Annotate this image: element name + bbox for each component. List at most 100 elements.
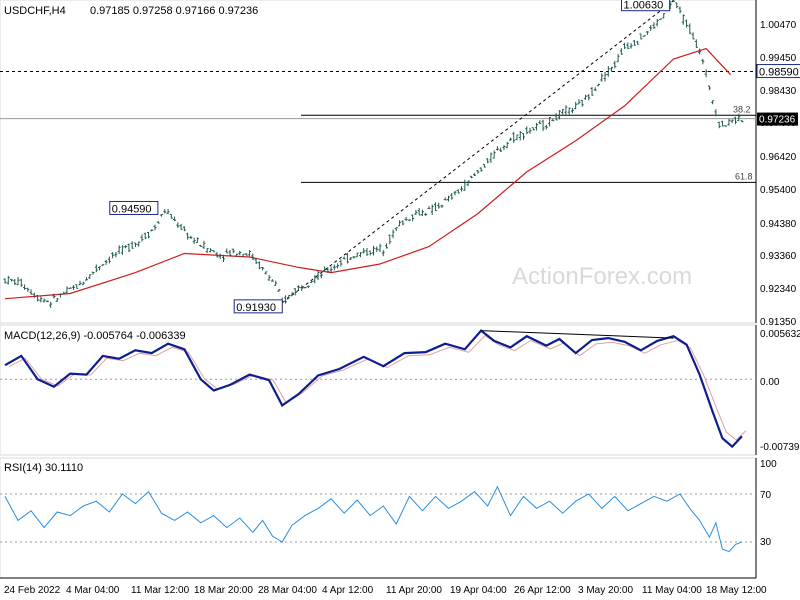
candle	[672, 0, 676, 2]
candle	[231, 248, 235, 254]
candle	[407, 219, 411, 222]
candle	[6, 275, 10, 285]
candle	[404, 216, 408, 221]
candle	[65, 286, 69, 294]
candle	[499, 147, 503, 152]
x-tick-1: 24 Feb 2022	[4, 585, 61, 596]
candle	[153, 224, 157, 231]
candle	[23, 284, 27, 290]
candle	[492, 150, 496, 159]
candle	[114, 251, 118, 258]
candle	[189, 235, 193, 239]
candle	[156, 221, 160, 224]
candle	[365, 248, 369, 256]
candle	[345, 253, 349, 264]
price-ohlc-label: 0.97185 0.97258 0.97166 0.97236	[90, 5, 258, 17]
candle	[186, 232, 190, 240]
candle	[85, 277, 89, 281]
candle	[107, 256, 111, 264]
candle	[368, 250, 372, 256]
price-y-tick-3: 0.98430	[760, 86, 797, 97]
candle	[508, 137, 512, 141]
candle	[714, 109, 718, 117]
candle	[195, 237, 199, 244]
candle	[68, 287, 72, 290]
candle	[388, 234, 392, 245]
candle	[450, 192, 454, 200]
candle	[208, 248, 212, 253]
candle	[479, 167, 483, 172]
candle	[166, 208, 170, 215]
candle	[127, 243, 131, 253]
candle	[176, 222, 180, 229]
candle	[557, 110, 561, 120]
low-label: 0.91930	[233, 299, 283, 314]
candle	[362, 248, 366, 254]
candle	[306, 285, 310, 289]
candle	[81, 281, 85, 286]
candle	[104, 259, 108, 265]
candle	[88, 274, 92, 280]
candle	[117, 245, 121, 254]
rsi-panel: RSI(14) 30.1110 100 70 30	[0, 457, 777, 579]
candle	[238, 250, 242, 256]
candle	[394, 227, 398, 231]
candle	[332, 264, 336, 271]
candle	[391, 229, 395, 239]
candle	[290, 292, 294, 297]
candle	[443, 197, 447, 201]
candle	[133, 242, 137, 248]
candle	[58, 293, 62, 298]
candle	[460, 185, 464, 192]
candle	[355, 252, 359, 258]
candle	[707, 85, 711, 91]
candle	[486, 158, 490, 164]
x-tick-9: 26 Apr 12:00	[514, 585, 571, 596]
candle	[319, 273, 323, 279]
candle	[645, 31, 649, 35]
candle	[372, 245, 375, 256]
candle	[489, 152, 493, 163]
candle	[326, 267, 330, 273]
candle	[414, 209, 418, 215]
svg-text:0.98590: 0.98590	[759, 67, 799, 79]
candle	[577, 99, 581, 105]
candle	[32, 292, 36, 298]
candle	[13, 278, 17, 286]
candle	[580, 99, 584, 107]
candle	[505, 141, 509, 149]
candle	[675, 2, 679, 9]
macd-y-tick-1: 0.005632	[760, 329, 800, 340]
svg-text:1.00630: 1.00630	[624, 0, 664, 12]
candle	[447, 195, 451, 202]
candle	[469, 175, 473, 179]
candle	[564, 105, 568, 115]
candle	[215, 251, 219, 258]
macd-y-tick-3: -0.007395	[760, 442, 800, 453]
candle	[688, 23, 692, 35]
candle	[137, 241, 141, 247]
candle	[613, 60, 617, 69]
candle	[150, 229, 154, 232]
candle	[274, 280, 278, 286]
svg-text:0.97236: 0.97236	[759, 115, 796, 126]
candle	[228, 250, 232, 257]
x-tick-12: 18 May 12:00	[706, 585, 767, 596]
candle	[385, 243, 389, 249]
candle	[642, 35, 646, 37]
x-tick-6: 4 Apr 12:00	[322, 585, 374, 596]
rsi-y-tick-2: 70	[760, 490, 772, 501]
candle	[45, 300, 49, 303]
candle	[544, 124, 548, 130]
svg-text:0.91930: 0.91930	[236, 302, 276, 314]
price-y-tick-5: 0.96420	[760, 152, 797, 163]
candle	[235, 253, 239, 258]
price-y-tick-7: 0.94380	[760, 219, 797, 230]
candle	[694, 39, 698, 48]
candle	[551, 118, 555, 122]
candle	[473, 173, 477, 177]
current-price-label: 0.97236	[757, 112, 798, 126]
mid-high-label: 0.94590	[109, 200, 159, 215]
macd-main-line	[4, 329, 743, 449]
candle	[482, 163, 486, 168]
